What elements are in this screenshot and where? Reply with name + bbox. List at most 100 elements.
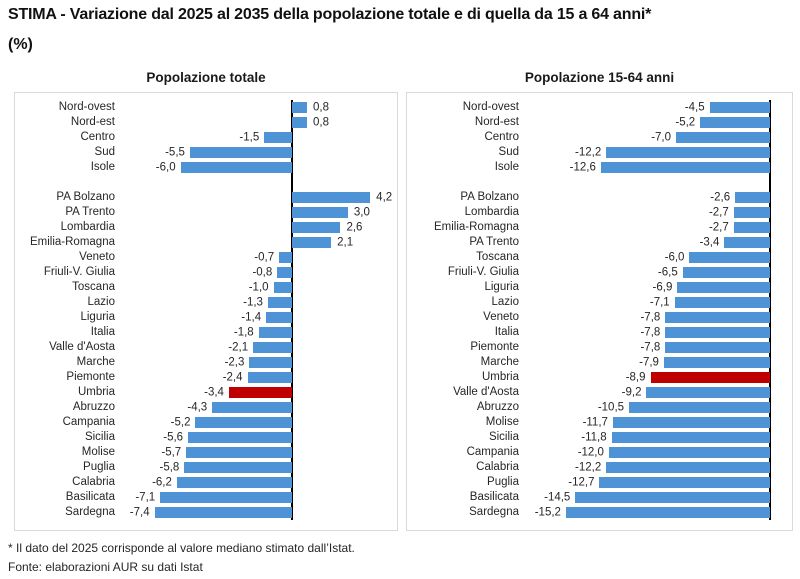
region-label: Lazio	[87, 296, 116, 308]
bar-track: -6,2	[123, 475, 391, 490]
value-label: -4,5	[684, 100, 705, 113]
value-bar	[258, 327, 293, 338]
region-label: Nord-est	[474, 116, 519, 128]
value-bar	[709, 102, 771, 113]
zero-axis	[291, 265, 294, 280]
bar-track	[123, 175, 391, 190]
chart-row: Toscana -6,0	[415, 250, 786, 265]
value-bar	[608, 447, 771, 458]
zero-axis	[291, 160, 294, 175]
region-label: Marche	[76, 356, 115, 368]
zero-axis	[769, 475, 772, 490]
bar-track	[529, 175, 786, 190]
value-label: -3,4	[699, 235, 720, 248]
chart-row: Lazio -1,3	[23, 295, 391, 310]
value-bar	[682, 267, 770, 278]
chart-row: Sicilia -5,6	[23, 430, 391, 445]
zero-axis	[769, 115, 772, 130]
source-note: Fonte: elaborazioni AUR su dati Istat	[8, 560, 203, 574]
region-label: Piemonte	[470, 341, 519, 353]
bar-track: -7,8	[529, 310, 786, 325]
region-label: Toscana	[72, 281, 115, 293]
bar-track: -4,5	[529, 100, 786, 115]
bar-track: -10,5	[529, 400, 786, 415]
value-bar	[606, 462, 771, 473]
chart-row: Sardegna -7,4	[23, 505, 391, 520]
region-label: Centro	[484, 131, 519, 143]
value-label: -1,0	[248, 280, 269, 293]
zero-axis	[769, 220, 772, 235]
region-label: Marche	[480, 356, 519, 368]
zero-axis	[291, 475, 294, 490]
value-bar	[279, 252, 293, 263]
region-label: Veneto	[79, 251, 115, 263]
value-bar	[292, 117, 307, 128]
region-label: PA Trento	[469, 236, 519, 248]
bar-track: -7,8	[529, 340, 786, 355]
value-label: -15,2	[534, 505, 561, 518]
region-label: Puglia	[83, 461, 115, 473]
region-label: Basilicata	[469, 491, 519, 503]
bar-track: -7,8	[529, 325, 786, 340]
value-label: -12,0	[577, 445, 604, 458]
region-label: Liguria	[484, 281, 519, 293]
value-bar	[665, 327, 770, 338]
value-bar	[629, 402, 771, 413]
bar-track: -2,4	[123, 370, 391, 385]
chart-row: Emilia-Romagna -2,7	[415, 220, 786, 235]
region-label: Centro	[80, 131, 115, 143]
value-bar	[292, 207, 348, 218]
value-bar	[733, 222, 771, 233]
bar-track: -2,7	[529, 220, 786, 235]
chart-row: Lombardia -2,7	[415, 205, 786, 220]
region-label: Veneto	[483, 311, 519, 323]
zero-axis	[769, 460, 772, 475]
value-bar	[188, 432, 293, 443]
chart-row: Puglia -12,7	[415, 475, 786, 490]
zero-axis	[291, 340, 294, 355]
bar-track: -6,0	[123, 160, 391, 175]
rows: Nord-ovest -4,5 Nord-est -5,2 Centro -7,0 Sud -…	[415, 100, 786, 520]
value-bar	[646, 387, 771, 398]
bar-track: -14,5	[529, 490, 786, 505]
region-label: Nord-ovest	[58, 101, 115, 113]
bar-track: -0,8	[123, 265, 391, 280]
value-label: -0,8	[252, 265, 273, 278]
chart-row: Liguria -6,9	[415, 280, 786, 295]
chart-row: Valle d'Aosta -2,1	[23, 340, 391, 355]
value-label: -7,8	[640, 310, 661, 323]
chart-population-15-64: Nord-ovest -4,5 Nord-est -5,2 Centro -7,0 Sud -…	[406, 92, 793, 531]
bar-track: -11,8	[529, 430, 786, 445]
value-bar	[195, 417, 293, 428]
region-label: Abruzzo	[72, 401, 115, 413]
bar-track: -2,1	[123, 340, 391, 355]
zero-axis	[769, 205, 772, 220]
region-label: Molise	[485, 416, 519, 428]
chart-row: Abruzzo -4,3	[23, 400, 391, 415]
bar-track: -9,2	[529, 385, 786, 400]
zero-axis	[291, 280, 294, 295]
chart-row: Campania -5,2	[23, 415, 391, 430]
value-label: -5,8	[159, 460, 180, 473]
zero-axis	[769, 265, 772, 280]
value-bar	[665, 342, 770, 353]
value-label: -7,1	[649, 295, 670, 308]
spacer-row	[415, 175, 786, 190]
bar-track: -12,2	[529, 460, 786, 475]
region-label: Sardegna	[65, 506, 115, 518]
value-label: -6,0	[155, 160, 176, 173]
zero-axis	[769, 100, 772, 115]
region-label: Sud	[498, 146, 519, 158]
region-label: Umbria	[77, 386, 115, 398]
value-label: -2,3	[224, 355, 245, 368]
region-label: Isole	[90, 161, 115, 173]
bar-track: -11,7	[529, 415, 786, 430]
region-label: Calabria	[72, 476, 115, 488]
value-label: -7,0	[651, 130, 672, 143]
zero-axis	[769, 505, 772, 520]
chart-row: Lazio -7,1	[415, 295, 786, 310]
zero-axis	[291, 310, 294, 325]
zero-axis	[769, 310, 772, 325]
bar-track: -8,9	[529, 370, 786, 385]
value-label: -7,8	[640, 340, 661, 353]
